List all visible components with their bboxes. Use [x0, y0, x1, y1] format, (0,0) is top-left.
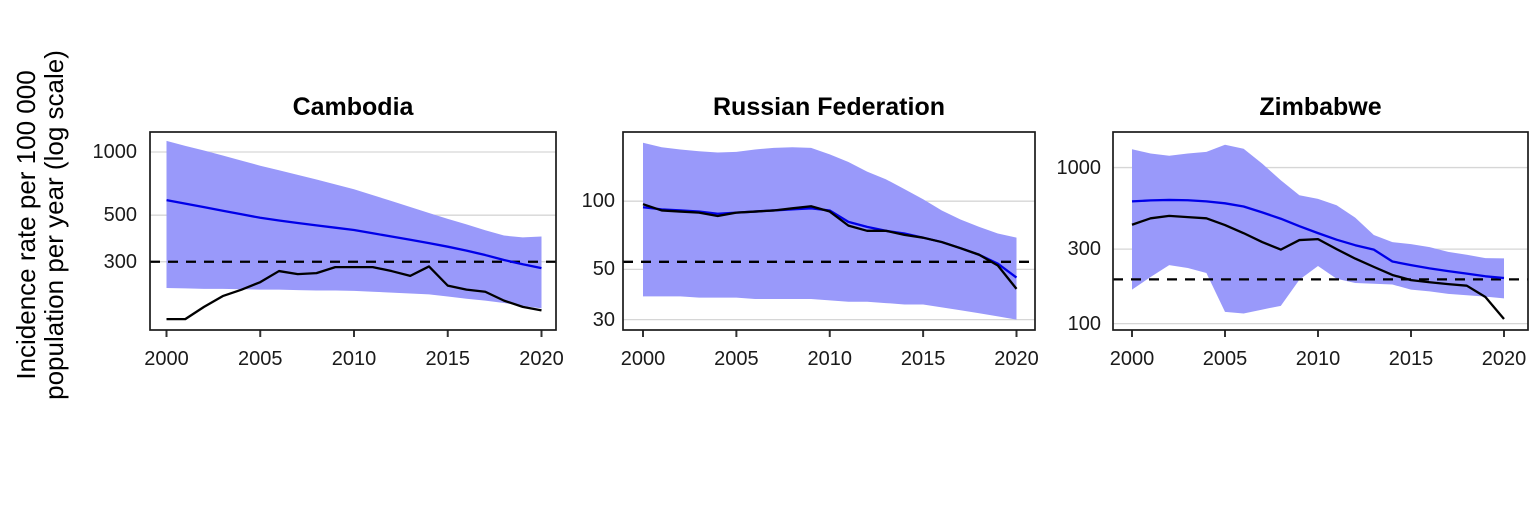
- notifications-line: [642, 203, 1018, 290]
- x-tick-label: 2000: [144, 348, 189, 370]
- y-tick-label: 500: [103, 204, 137, 227]
- x-tick-label: 2020: [994, 348, 1039, 370]
- uncertainty-ribbon: [166, 140, 542, 309]
- x-tick-label: 2005: [1202, 348, 1248, 370]
- x-tick-label: 2000: [620, 348, 666, 370]
- notifications-line: [1131, 214, 1505, 320]
- x-tick-label: 2020: [519, 348, 564, 370]
- y-tick-label: 1000: [1056, 156, 1102, 179]
- panel-title-russian-federation: Russian Federation: [713, 93, 945, 121]
- x-tick-label: 2005: [238, 348, 283, 370]
- panel-border: [622, 131, 1036, 331]
- uncertainty-ribbon: [1132, 144, 1504, 314]
- y-tick-label: 1000: [92, 140, 138, 163]
- y-tick-label: 300: [103, 250, 137, 273]
- estimate-line: [166, 198, 542, 270]
- uncertainty-ribbon: [643, 142, 1017, 320]
- panel-border: [1112, 131, 1529, 331]
- x-tick-label: 2015: [425, 348, 471, 370]
- panel-title-cambodia: Cambodia: [292, 93, 414, 121]
- y-tick-label: 300: [1067, 238, 1101, 261]
- x-tick-label: 2010: [807, 348, 853, 370]
- y-tick-label: 50: [592, 258, 615, 281]
- x-tick-label: 2015: [900, 348, 946, 370]
- x-tick-label: 2005: [714, 348, 759, 370]
- x-tick-label: 2010: [331, 348, 377, 370]
- x-tick-label: 2015: [1388, 348, 1434, 370]
- x-tick-label: 2000: [1109, 348, 1155, 370]
- x-tick-label: 2020: [1481, 348, 1527, 370]
- panel-border: [149, 131, 557, 331]
- y-tick-label: 100: [581, 190, 615, 213]
- panel-title-zimbabwe: Zimbabwe: [1259, 93, 1382, 121]
- y-tick-label: 30: [592, 308, 615, 331]
- notifications-line: [166, 265, 542, 321]
- x-tick-label: 2010: [1295, 348, 1341, 370]
- estimate-line: [1131, 198, 1505, 280]
- y-tick-label: 100: [1067, 312, 1101, 335]
